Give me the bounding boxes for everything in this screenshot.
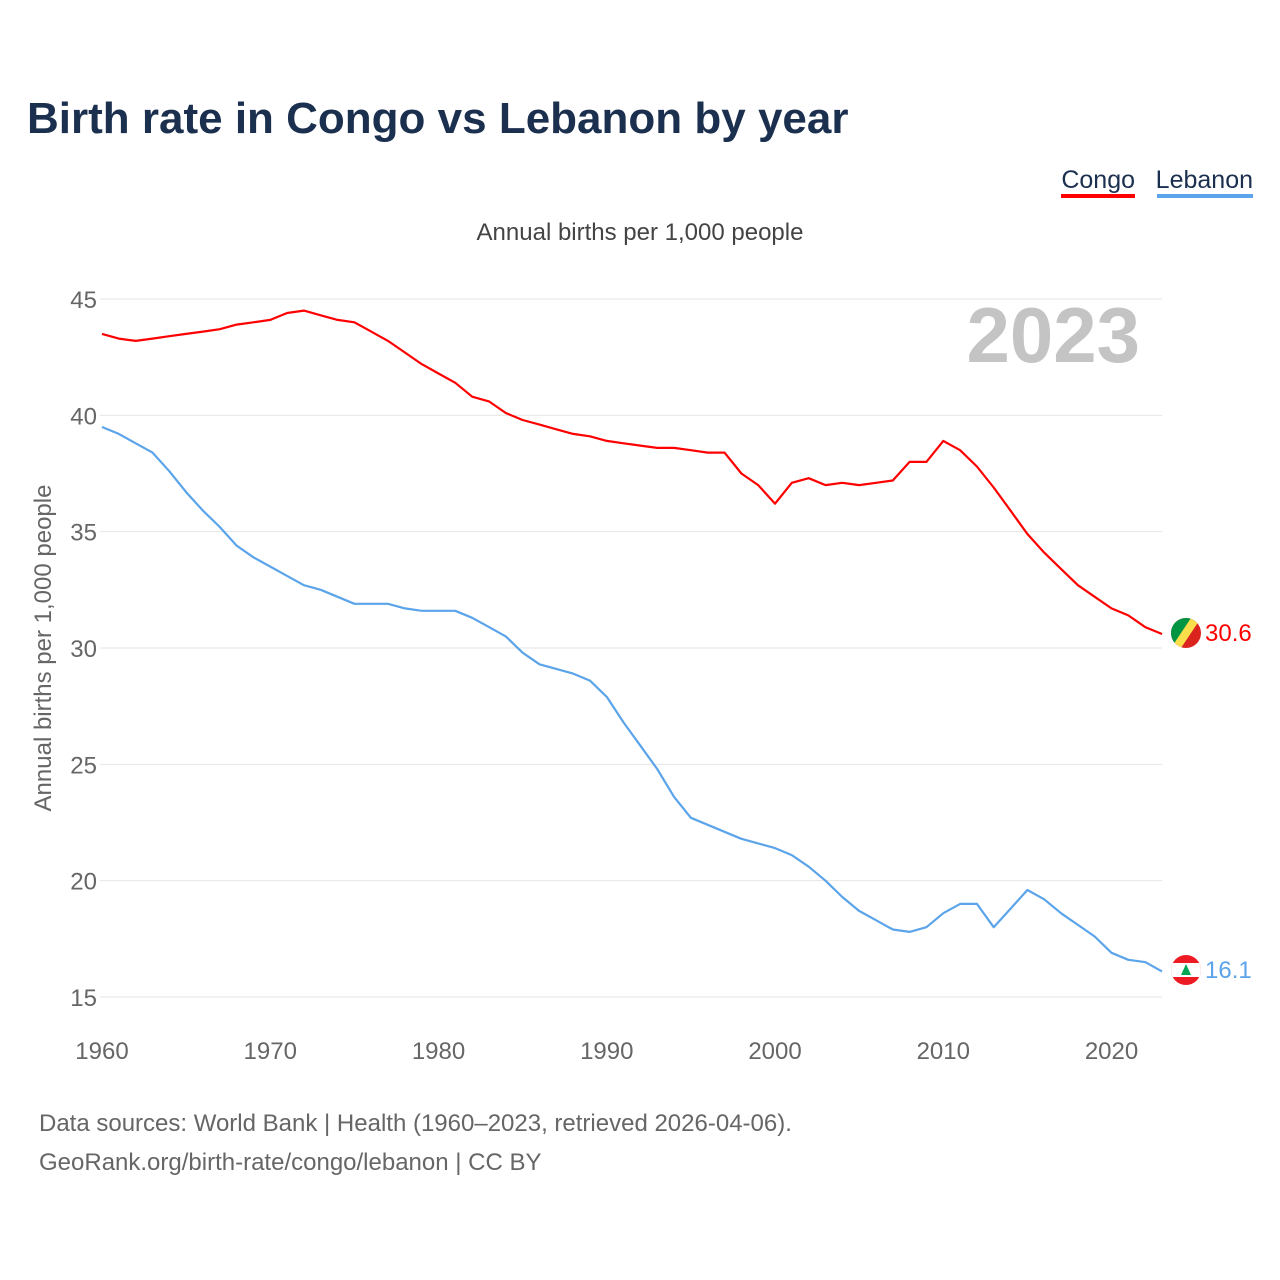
series-lines [101,309,1163,973]
legend-label-congo: Congo [1061,166,1135,194]
footer-source: Data sources: World Bank | Health (1960–… [39,1110,792,1137]
legend: Congo Lebanon [1061,166,1253,198]
x-tick-label: 1980 [412,1038,465,1065]
chart-subtitle: Annual births per 1,000 people [477,219,804,246]
y-axis-ticks: 15 20 25 30 35 40 45 [70,287,97,1012]
x-tick-label: 2000 [748,1038,801,1065]
y-tick-label: 20 [70,869,97,896]
lebanon-flag-icon [1171,955,1201,985]
y-tick-label: 25 [70,752,97,779]
legend-swatch-congo [1061,194,1135,198]
lebanon-end-label: 16.1 [1205,957,1252,984]
series-line-congo[interactable] [101,309,1163,636]
year-watermark: 2023 [966,291,1140,379]
x-tick-label: 1960 [75,1038,128,1065]
x-axis-ticks: 1960 1970 1980 1990 2000 2010 2020 [75,1038,1138,1065]
legend-swatch-lebanon [1157,194,1253,198]
y-tick-label: 15 [70,985,97,1012]
y-tick-label: 30 [70,636,97,663]
x-tick-label: 2020 [1085,1038,1138,1065]
grid [100,298,1162,998]
y-tick-label: 45 [70,287,97,314]
legend-label-lebanon: Lebanon [1156,166,1253,194]
congo-flag-icon [1171,618,1201,648]
congo-end-label: 30.6 [1205,620,1252,647]
series-line-lebanon[interactable] [101,425,1163,973]
y-axis-label: Annual births per 1,000 people [30,485,57,812]
legend-item-lebanon[interactable]: Lebanon [1156,166,1253,198]
y-tick-label: 40 [70,403,97,430]
y-tick-label: 35 [70,520,97,547]
chart-title: Birth rate in Congo vs Lebanon by year [27,94,848,143]
x-tick-label: 2010 [917,1038,970,1065]
footer-link[interactable]: GeoRank.org/birth-rate/congo/lebanon | C… [39,1149,542,1176]
x-tick-label: 1970 [244,1038,297,1065]
legend-item-congo[interactable]: Congo [1061,166,1135,198]
x-tick-label: 1990 [580,1038,633,1065]
